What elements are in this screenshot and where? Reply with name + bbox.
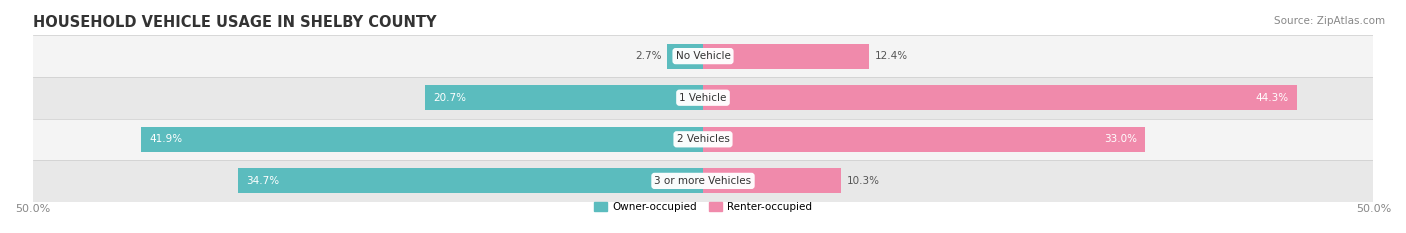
Bar: [32, 35, 1374, 77]
Bar: [32, 77, 1374, 119]
Bar: [703, 85, 1296, 110]
Text: 41.9%: 41.9%: [149, 134, 183, 144]
Bar: [141, 127, 703, 152]
Bar: [703, 127, 1146, 152]
Text: Source: ZipAtlas.com: Source: ZipAtlas.com: [1274, 16, 1385, 26]
Bar: [703, 168, 841, 193]
Text: 2 Vehicles: 2 Vehicles: [676, 134, 730, 144]
Bar: [32, 119, 1374, 160]
Text: 10.3%: 10.3%: [846, 176, 880, 186]
Text: 2.7%: 2.7%: [636, 51, 661, 61]
Text: 12.4%: 12.4%: [875, 51, 908, 61]
Bar: [32, 160, 1374, 202]
Bar: [703, 44, 869, 69]
Bar: [666, 44, 703, 69]
Text: No Vehicle: No Vehicle: [675, 51, 731, 61]
Text: 20.7%: 20.7%: [433, 93, 467, 103]
Text: 34.7%: 34.7%: [246, 176, 278, 186]
Text: 44.3%: 44.3%: [1256, 93, 1289, 103]
Text: 1 Vehicle: 1 Vehicle: [679, 93, 727, 103]
Legend: Owner-occupied, Renter-occupied: Owner-occupied, Renter-occupied: [591, 198, 815, 216]
Bar: [426, 85, 703, 110]
Text: 3 or more Vehicles: 3 or more Vehicles: [654, 176, 752, 186]
Text: 33.0%: 33.0%: [1104, 134, 1137, 144]
Bar: [238, 168, 703, 193]
Text: HOUSEHOLD VEHICLE USAGE IN SHELBY COUNTY: HOUSEHOLD VEHICLE USAGE IN SHELBY COUNTY: [32, 15, 436, 30]
